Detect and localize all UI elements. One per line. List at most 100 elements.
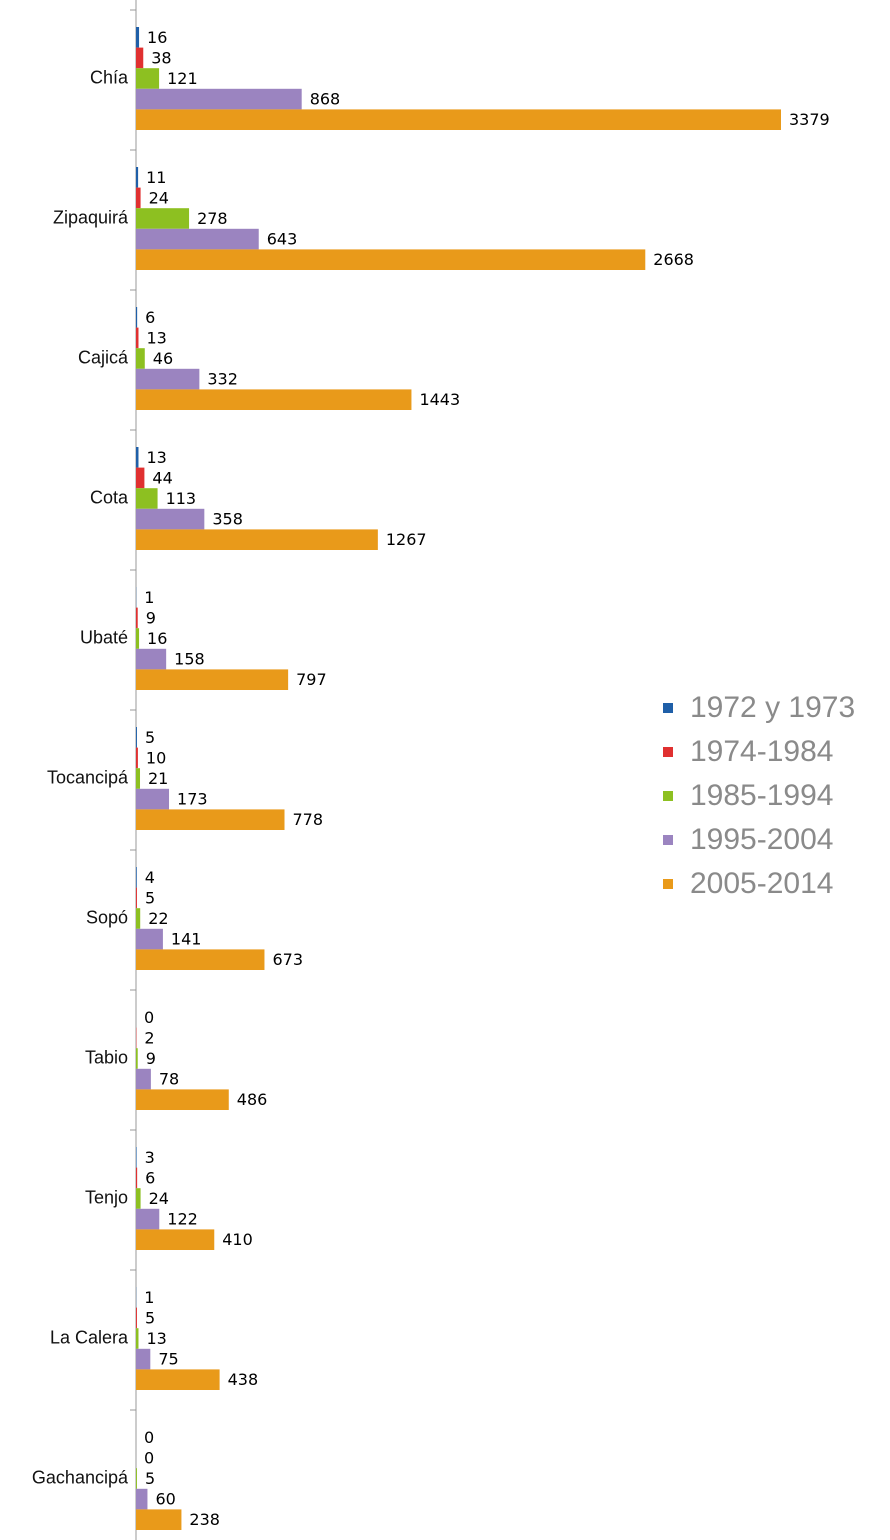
bar bbox=[136, 447, 139, 468]
bar bbox=[136, 747, 138, 769]
bar bbox=[136, 1167, 138, 1189]
legend-label: 2005-2014 bbox=[690, 867, 833, 900]
data-label: 3 bbox=[145, 1148, 155, 1167]
data-label: 358 bbox=[212, 510, 243, 529]
data-label: 0 bbox=[144, 1448, 154, 1467]
category-label: Chía bbox=[90, 67, 129, 87]
bar bbox=[136, 68, 160, 89]
bar bbox=[136, 327, 139, 349]
legend-swatch bbox=[663, 747, 673, 757]
category-label: Gachancipá bbox=[32, 1467, 129, 1487]
bar bbox=[136, 508, 205, 530]
bar bbox=[136, 1068, 151, 1090]
bar bbox=[136, 467, 145, 489]
data-label: 121 bbox=[167, 69, 198, 88]
data-label: 278 bbox=[197, 209, 228, 228]
bar bbox=[136, 208, 190, 229]
data-label: 13 bbox=[146, 328, 166, 347]
data-label: 410 bbox=[222, 1230, 253, 1249]
bar bbox=[136, 529, 378, 550]
category-label: La Calera bbox=[50, 1327, 129, 1347]
data-label: 9 bbox=[146, 1049, 156, 1068]
category-label: Tocancipá bbox=[47, 767, 129, 787]
data-label: 1443 bbox=[419, 390, 460, 409]
data-label: 238 bbox=[189, 1510, 220, 1529]
data-label: 78 bbox=[159, 1070, 179, 1089]
data-label: 38 bbox=[151, 48, 171, 67]
data-label: 5 bbox=[145, 1308, 155, 1327]
data-label: 0 bbox=[144, 1008, 154, 1027]
data-label: 16 bbox=[147, 629, 167, 648]
data-label: 13 bbox=[146, 1329, 166, 1348]
legend-swatch bbox=[663, 791, 673, 801]
bar bbox=[136, 1188, 141, 1209]
category-label: Cota bbox=[90, 487, 129, 507]
bar bbox=[136, 648, 167, 670]
data-label: 158 bbox=[174, 650, 205, 669]
category-label: Tabio bbox=[85, 1047, 128, 1067]
data-label: 778 bbox=[293, 810, 324, 829]
bar bbox=[136, 27, 140, 48]
bar bbox=[136, 908, 141, 929]
legend-swatch bbox=[663, 703, 673, 713]
bar bbox=[136, 1229, 215, 1250]
category-label: Ubaté bbox=[80, 627, 128, 647]
category-label: Sopó bbox=[86, 907, 128, 927]
bar bbox=[136, 488, 158, 509]
data-label: 486 bbox=[237, 1090, 268, 1109]
bar bbox=[136, 1307, 137, 1329]
legend-label: 1985-1994 bbox=[690, 779, 833, 812]
bar bbox=[136, 1147, 137, 1168]
bar bbox=[136, 628, 140, 649]
bar bbox=[136, 768, 141, 789]
category-label: Cajicá bbox=[78, 347, 129, 367]
bar bbox=[136, 167, 139, 188]
bar bbox=[136, 1048, 138, 1069]
data-label: 13 bbox=[146, 448, 166, 467]
bar bbox=[136, 727, 137, 748]
bar bbox=[136, 1369, 220, 1390]
bar bbox=[136, 928, 163, 950]
data-label: 60 bbox=[155, 1490, 175, 1509]
bar bbox=[136, 187, 141, 209]
data-label: 6 bbox=[145, 308, 155, 327]
bar bbox=[136, 307, 138, 328]
category-label: Tenjo bbox=[85, 1187, 128, 1207]
bar bbox=[136, 1089, 229, 1110]
data-label: 3379 bbox=[789, 110, 830, 129]
data-label: 4 bbox=[145, 868, 155, 887]
legend-label: 1995-2004 bbox=[690, 823, 833, 856]
data-label: 332 bbox=[207, 370, 238, 389]
data-label: 5 bbox=[145, 888, 155, 907]
data-label: 797 bbox=[296, 670, 327, 689]
data-label: 5 bbox=[145, 1469, 155, 1488]
bar bbox=[136, 1488, 148, 1510]
bar bbox=[136, 389, 412, 410]
legend-swatch bbox=[663, 835, 673, 845]
data-label: 16 bbox=[147, 28, 167, 47]
data-label: 868 bbox=[310, 90, 341, 109]
data-label: 9 bbox=[146, 608, 156, 627]
bar bbox=[136, 1328, 139, 1349]
data-label: 24 bbox=[149, 188, 169, 207]
bar bbox=[136, 348, 145, 369]
bar bbox=[136, 1468, 137, 1489]
data-label: 2 bbox=[144, 1028, 154, 1047]
bar bbox=[136, 249, 646, 270]
bar bbox=[136, 1348, 151, 1370]
data-label: 24 bbox=[149, 1189, 169, 1208]
data-label: 21 bbox=[148, 769, 168, 788]
bar bbox=[136, 47, 144, 69]
data-label: 0 bbox=[144, 1428, 154, 1447]
legend-label: 1974-1984 bbox=[690, 735, 833, 768]
data-label: 438 bbox=[228, 1370, 259, 1389]
data-label: 173 bbox=[177, 790, 208, 809]
bar bbox=[136, 788, 170, 810]
bar bbox=[136, 1509, 182, 1530]
data-label: 113 bbox=[166, 489, 197, 508]
bar bbox=[136, 887, 137, 909]
data-label: 1 bbox=[144, 1288, 154, 1307]
bar bbox=[136, 228, 259, 250]
